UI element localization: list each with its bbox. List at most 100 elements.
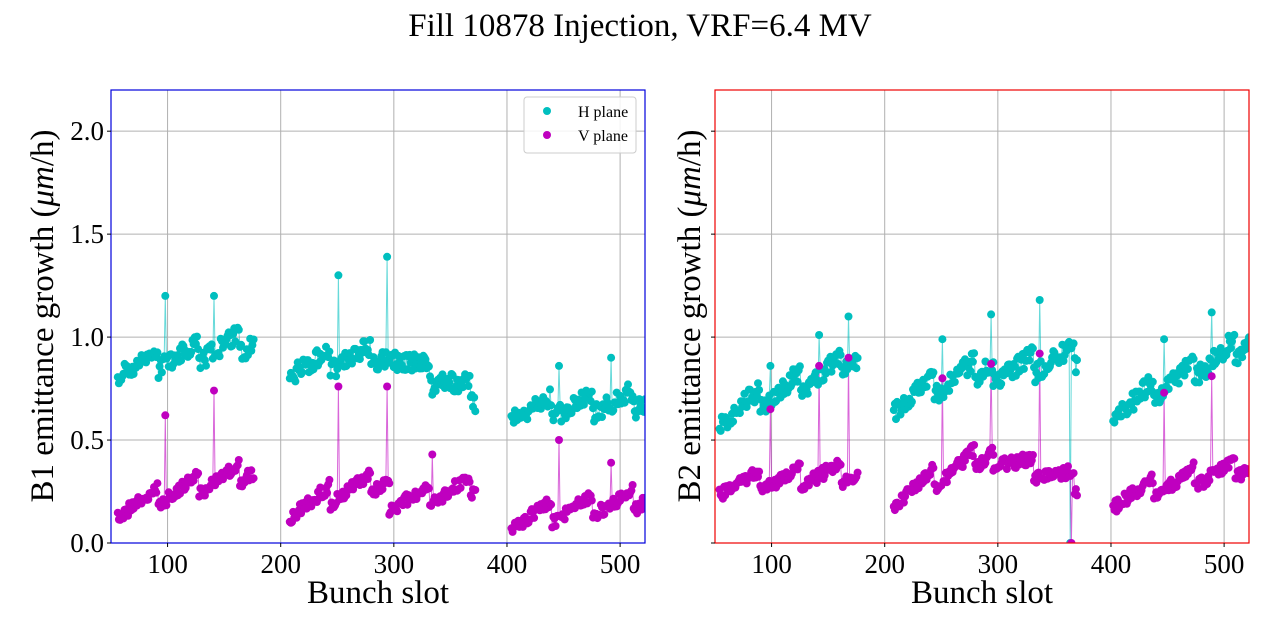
b2-connector-lines [719, 299, 1249, 543]
h-plane-point [1183, 365, 1192, 373]
h-plane-point [803, 389, 812, 398]
x-tick-label: 300 [978, 549, 1019, 579]
v-plane-point [152, 488, 161, 497]
v-plane-point [393, 507, 402, 516]
h-plane-point [1245, 333, 1249, 342]
v-plane-point [342, 491, 351, 500]
h-plane-point [1160, 335, 1169, 344]
h-plane-point [237, 340, 246, 349]
b1-xlabel: Bunch slot [307, 575, 449, 611]
v-plane-point [1147, 470, 1156, 479]
b1-ylabel: B1 emittance growth (μm/h) [25, 129, 61, 502]
h-plane-point [968, 357, 977, 366]
v-plane-point [1069, 469, 1078, 478]
h-plane-point [795, 362, 804, 371]
h-plane-point [1174, 379, 1183, 388]
h-plane-point [987, 310, 996, 319]
v-plane-point [938, 374, 947, 383]
v-plane-point [639, 494, 645, 502]
v-plane-point [428, 450, 437, 459]
h-plane-point [366, 336, 375, 344]
v-plane-point [323, 489, 332, 497]
h-plane-point [929, 368, 938, 377]
v-plane-point [815, 361, 824, 370]
h-plane-point [1230, 330, 1239, 339]
h-plane-point [546, 385, 554, 394]
h-plane-point [215, 352, 224, 361]
v-plane-point [385, 479, 394, 488]
v-plane-point [988, 443, 997, 452]
h-plane-point [1180, 371, 1189, 380]
v-plane-point [325, 475, 334, 484]
v-plane-point [641, 500, 645, 509]
v-plane-point [600, 510, 609, 519]
y-tick-label: 0.0 [70, 528, 104, 558]
x-tick-label: 200 [260, 549, 301, 579]
h-plane-point [587, 387, 596, 396]
h-plane-point [142, 358, 151, 367]
h-plane-point [620, 398, 629, 407]
h-plane-point [207, 340, 216, 349]
v-plane-point [987, 359, 996, 368]
v-plane-point [587, 496, 596, 505]
v-plane-point [853, 468, 862, 477]
v-plane-point [560, 515, 569, 524]
h-plane-point [424, 362, 433, 371]
h-plane-point [889, 406, 898, 415]
h-plane-point [1010, 362, 1019, 371]
h-plane-point [547, 401, 556, 410]
h-plane-point [827, 367, 836, 376]
h-plane-point [332, 372, 341, 381]
h-plane-point [355, 355, 364, 364]
h-plane-point [1195, 378, 1204, 387]
h-plane-point [1025, 356, 1034, 365]
h-plane-point [579, 400, 588, 409]
v-plane-point [1245, 466, 1249, 475]
v-plane-point [247, 466, 256, 475]
b1-ticks: 100 200 300 400 500 0.0 0.5 1.0 1.5 2.0 [70, 116, 640, 579]
h-plane-point [549, 416, 558, 425]
b2-xlabel: Bunch slot [911, 575, 1053, 611]
v-plane-point [161, 411, 170, 420]
h-plane-point [1069, 339, 1078, 348]
v-plane-point [942, 478, 951, 487]
h-plane-point [334, 271, 343, 280]
v-plane-point [547, 500, 556, 509]
h-plane-point [1189, 354, 1198, 363]
h-plane-point [609, 406, 618, 415]
x-tick-label: 500 [600, 549, 641, 579]
h-plane-point [639, 407, 645, 416]
v-plane-point [970, 441, 979, 449]
v-plane-point [755, 467, 764, 476]
h-plane-point [598, 413, 606, 421]
legend-marker-h-plane [543, 107, 551, 115]
v-plane-point [1230, 454, 1239, 463]
h-plane-point [966, 367, 975, 376]
v-plane-point [424, 484, 433, 493]
v-plane-point [961, 456, 969, 465]
v-plane-point [383, 382, 392, 391]
h-plane-point [234, 325, 243, 334]
h-plane-point [815, 331, 824, 339]
b1-panel: 100 200 300 400 500 0.0 0.5 1.0 1.5 2.0 Bunch slo… [25, 89, 646, 611]
h-plane-point [470, 393, 479, 402]
b2-ylabel: B2 emittance growth (μm/h) [672, 129, 708, 502]
v-plane-point [194, 469, 203, 478]
v-plane-point [551, 522, 560, 530]
h-plane-point [641, 395, 645, 404]
h-plane-point [754, 379, 762, 388]
h-plane-point [155, 362, 164, 371]
h-plane-point [836, 350, 845, 359]
h-plane-point [852, 364, 861, 373]
v-plane-point [958, 463, 967, 471]
b1-axes-frame [110, 89, 646, 544]
h-plane-point [464, 382, 473, 390]
h-plane-point [291, 377, 300, 386]
v-plane-point [1148, 479, 1157, 488]
h-plane-point [1073, 356, 1081, 365]
h-plane-point [1226, 344, 1235, 353]
h-plane-point [1238, 353, 1247, 362]
h-plane-point [438, 370, 447, 379]
h-plane-point [298, 368, 307, 377]
h-plane-point [161, 291, 170, 300]
